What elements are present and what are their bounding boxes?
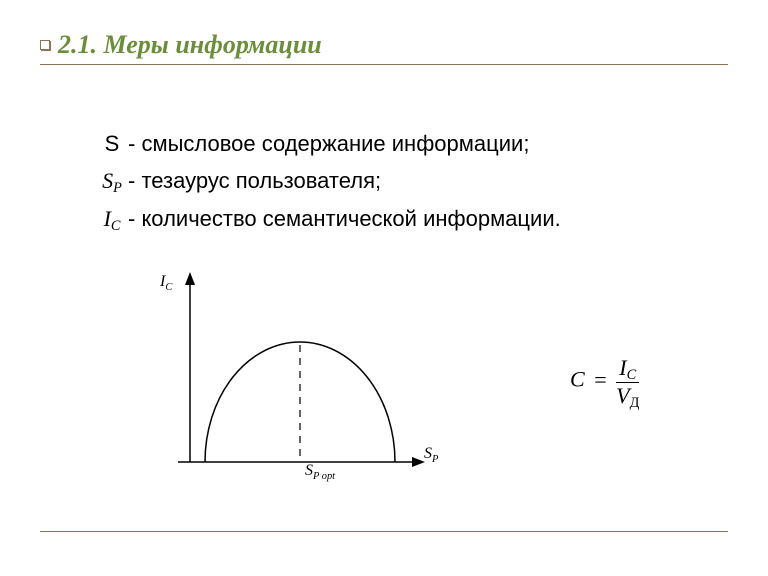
formula-lhs: C: [570, 367, 585, 392]
formula-denominator: VД: [616, 384, 639, 408]
y-axis-label: IC: [160, 273, 172, 291]
semantic-chart: IC SP SP opt: [130, 267, 450, 497]
den-main: V: [616, 383, 629, 408]
title-bullet-icon: [40, 40, 50, 50]
formula: C = IC VД: [570, 356, 639, 407]
def-line-s: S - смысловое содержание информации;: [100, 125, 728, 162]
opt-sub: P opt: [313, 471, 335, 482]
num-main: I: [619, 355, 626, 380]
title-divider: [40, 64, 728, 65]
content-row: IC SP SP opt C = IC VД: [40, 267, 728, 497]
x-axis-label: SP: [424, 445, 438, 463]
title-row: 2.1. Меры информации: [40, 30, 728, 60]
den-sub: Д: [630, 395, 640, 411]
def-desc-ic: - количество семантической информации.: [128, 200, 561, 237]
def-symbol-s: S: [100, 125, 124, 162]
sp-sub: P: [113, 180, 122, 196]
sp-main: S: [102, 168, 113, 193]
footer-divider: [40, 531, 728, 532]
y-label-sub: C: [165, 282, 172, 293]
formula-eq: =: [594, 367, 606, 392]
ic-sub: C: [111, 218, 121, 234]
formula-fraction: IC VД: [616, 356, 639, 407]
def-line-sp: SP - тезаурус пользователя;: [100, 162, 728, 199]
num-sub: C: [627, 367, 637, 383]
def-symbol-sp: SP: [100, 162, 124, 199]
slide-container: 2.1. Меры информации S - смысловое содер…: [0, 0, 768, 576]
formula-numerator: IC: [619, 356, 636, 380]
ic-main: I: [104, 206, 111, 231]
y-arrow-icon: [185, 272, 195, 285]
opt-main: S: [305, 462, 313, 479]
def-desc-sp: - тезаурус пользователя;: [128, 162, 381, 199]
slide-title: 2.1. Меры информации: [58, 30, 322, 60]
chart-svg: [130, 267, 450, 497]
def-symbol-ic: IC: [100, 200, 124, 237]
x-label-sub: P: [432, 454, 438, 465]
definitions-block: S - смысловое содержание информации; SP …: [40, 125, 728, 237]
x-label-main: S: [424, 445, 432, 462]
def-desc-s: - смысловое содержание информации;: [128, 125, 529, 162]
opt-label: SP opt: [305, 462, 335, 480]
def-line-ic: IC - количество семантической информации…: [100, 200, 728, 237]
